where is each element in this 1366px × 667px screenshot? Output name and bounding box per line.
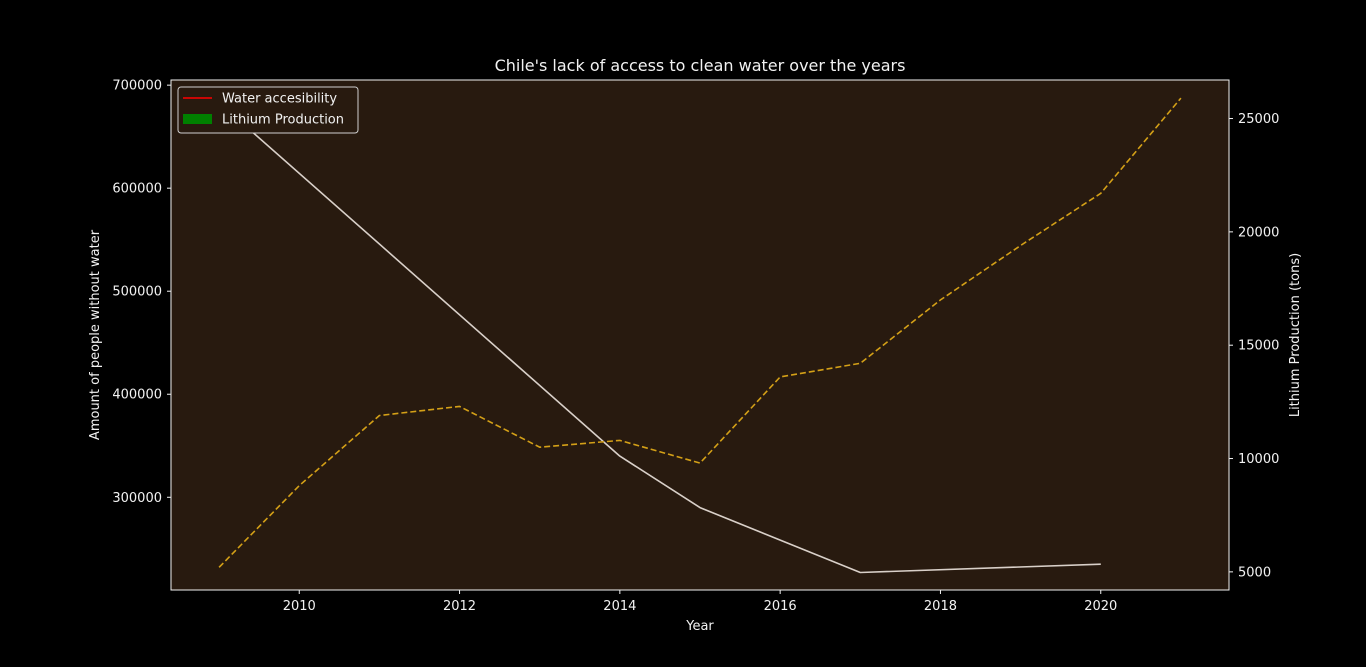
x-tick-label: 2016 — [764, 599, 797, 614]
legend-label-water-accesibility: Water accesibility — [222, 92, 337, 107]
y-right-tick-label: 15000 — [1238, 339, 1279, 354]
y-right-tick-label: 5000 — [1238, 565, 1271, 580]
y-left-tick-label: 400000 — [112, 388, 162, 403]
chart-title: Chile's lack of access to clean water ov… — [495, 56, 906, 75]
y-left-tick-label: 600000 — [112, 182, 162, 197]
x-tick-label: 2020 — [1084, 599, 1117, 614]
y-axis-left-title: Amount of people without water — [88, 229, 103, 440]
x-tick-label: 2014 — [603, 599, 636, 614]
y-axis-right-title: Lithium Production (tons) — [1288, 253, 1303, 417]
x-tick-label: 2012 — [443, 599, 476, 614]
y-right-tick-label: 20000 — [1238, 225, 1279, 240]
legend: Water accesibility Lithium Production — [178, 87, 358, 133]
legend-swatch-lithium-production — [183, 114, 212, 124]
y-right-tick-label: 25000 — [1238, 112, 1279, 127]
y-left-tick-label: 700000 — [112, 79, 162, 94]
legend-label-lithium-production: Lithium Production — [222, 113, 344, 128]
x-tick-label: 2010 — [283, 599, 316, 614]
plot-area — [171, 80, 1229, 590]
y-right-tick-label: 10000 — [1238, 452, 1279, 467]
y-left-tick-label: 300000 — [112, 491, 162, 506]
x-tick-label: 2018 — [924, 599, 957, 614]
y-left-tick-label: 500000 — [112, 285, 162, 300]
x-axis-title: Year — [685, 619, 714, 634]
